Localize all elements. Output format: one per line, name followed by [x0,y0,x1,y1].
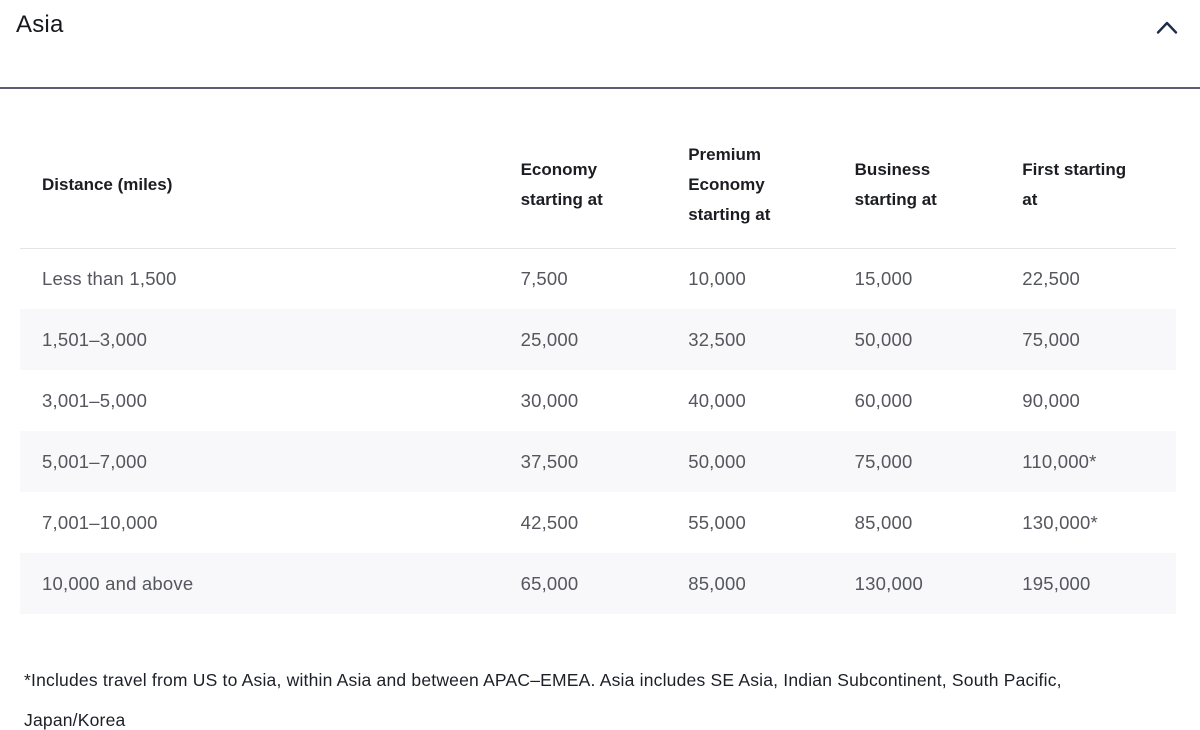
footnote: *Includes travel from US to Asia, within… [24,670,1062,730]
economy-cell: 25,000 [520,328,579,350]
column-header-distance: Distance (miles) [20,89,499,249]
first-cell: 130,000* [1022,511,1098,533]
business-cell: 130,000 [854,572,923,594]
premium-economy-cell: 85,000 [688,572,746,594]
column-header-first: First starting at [1000,89,1176,249]
chevron-up-icon [1156,21,1178,38]
distance-cell: 3,001–5,000 [42,389,148,411]
premium-economy-cell: 10,000 [688,267,746,289]
business-cell: 15,000 [854,267,913,289]
table-row: 10,000 and above 65,000 85,000 130,000 1… [20,553,1176,614]
award-table: Distance (miles) Economy starting at Pre… [20,89,1176,614]
table-row: 3,001–5,000 30,000 40,000 60,000 90,000 [20,370,1176,431]
column-header-premium-economy: Premium Economy starting at [666,89,833,249]
first-cell: 195,000 [1022,572,1091,594]
premium-economy-cell: 40,000 [688,389,746,411]
column-header-business: Business starting at [832,89,1001,249]
premium-economy-cell: 55,000 [688,511,746,533]
business-cell: 85,000 [854,511,913,533]
economy-cell: 42,500 [520,511,579,533]
table-row: Less than 1,500 7,500 10,000 15,000 22,5… [20,248,1176,309]
section-divider [0,87,1200,89]
distance-cell: Less than 1,500 [42,267,177,289]
award-table-container: Distance (miles) Economy starting at Pre… [20,89,1176,614]
business-cell: 60,000 [854,389,913,411]
premium-economy-cell: 32,500 [688,328,746,350]
first-cell: 110,000* [1022,450,1097,472]
economy-cell: 7,500 [520,267,568,289]
table-row: 5,001–7,000 37,500 50,000 75,000 110,000… [20,431,1176,492]
economy-cell: 30,000 [520,389,579,411]
business-cell: 75,000 [854,450,913,472]
table-row: 7,001–10,000 42,500 55,000 85,000 130,00… [20,492,1176,553]
distance-cell: 10,000 and above [42,572,194,594]
distance-cell: 7,001–10,000 [42,511,158,533]
first-cell: 75,000 [1022,328,1081,350]
first-cell: 22,500 [1022,267,1081,289]
collapse-button[interactable] [1156,20,1178,35]
premium-economy-cell: 50,000 [688,450,746,472]
table-row: 1,501–3,000 25,000 32,500 50,000 75,000 [20,309,1176,370]
distance-cell: 1,501–3,000 [42,328,148,350]
distance-cell: 5,001–7,000 [42,450,148,472]
column-header-economy: Economy starting at [498,89,667,249]
economy-cell: 37,500 [520,450,579,472]
business-cell: 50,000 [854,328,913,350]
accordion-title: Asia [16,11,64,38]
first-cell: 90,000 [1022,389,1081,411]
accordion-header-asia[interactable]: Asia [0,0,1200,87]
economy-cell: 65,000 [520,572,579,594]
table-header-row: Distance (miles) Economy starting at Pre… [20,89,1176,249]
